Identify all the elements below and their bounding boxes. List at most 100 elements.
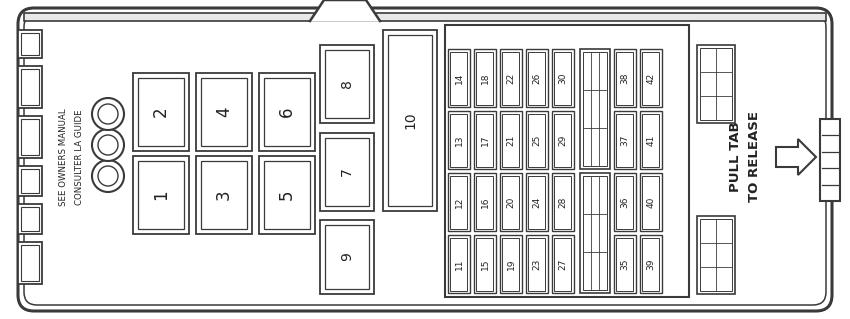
Bar	[259, 156, 315, 234]
Text: 35: 35	[620, 258, 630, 270]
Bar	[640, 235, 662, 293]
Bar	[18, 66, 42, 108]
Bar	[21, 207, 39, 231]
Bar	[554, 175, 571, 228]
Bar	[18, 166, 42, 196]
Bar	[21, 69, 39, 105]
Bar	[448, 173, 470, 231]
Bar	[477, 114, 494, 167]
Polygon shape	[310, 0, 380, 21]
Bar	[502, 175, 519, 228]
Bar	[614, 173, 636, 231]
Bar	[320, 133, 374, 211]
Text: 8: 8	[340, 79, 354, 88]
Text: 26: 26	[532, 72, 541, 84]
Bar	[526, 173, 548, 231]
Bar	[445, 25, 689, 297]
Bar	[700, 48, 732, 120]
Bar	[526, 49, 548, 107]
Bar	[196, 156, 252, 234]
Text: 2: 2	[152, 107, 170, 117]
Text: 20: 20	[507, 196, 515, 208]
Bar	[502, 51, 519, 105]
Text: 11: 11	[455, 258, 463, 270]
Bar	[474, 111, 496, 169]
Text: 42: 42	[647, 72, 655, 84]
Bar	[529, 114, 546, 167]
Bar	[264, 78, 310, 146]
FancyBboxPatch shape	[18, 8, 832, 311]
Bar	[616, 51, 633, 105]
Bar	[474, 235, 496, 293]
Circle shape	[98, 135, 118, 155]
Circle shape	[92, 129, 124, 161]
Circle shape	[92, 160, 124, 192]
Text: PULL TAB
TO RELEASE: PULL TAB TO RELEASE	[729, 112, 761, 203]
Text: 19: 19	[507, 258, 515, 270]
Text: 7: 7	[340, 167, 354, 176]
Bar	[477, 238, 494, 291]
Bar	[643, 51, 660, 105]
Bar	[448, 49, 470, 107]
Bar	[500, 173, 522, 231]
Text: SEE OWNERS MANUAL
CONSULTER LA GUIDE: SEE OWNERS MANUAL CONSULTER LA GUIDE	[60, 108, 84, 206]
Text: 25: 25	[532, 134, 541, 146]
Bar	[477, 175, 494, 228]
Text: 4: 4	[215, 107, 233, 117]
Bar	[552, 49, 574, 107]
Bar	[614, 235, 636, 293]
Text: 10: 10	[403, 112, 417, 129]
Bar	[554, 51, 571, 105]
Bar	[554, 238, 571, 291]
Circle shape	[98, 166, 118, 186]
Bar	[18, 204, 42, 234]
Bar	[502, 114, 519, 167]
Bar	[388, 35, 432, 206]
FancyArrow shape	[776, 139, 816, 175]
Bar	[448, 235, 470, 293]
Bar	[21, 119, 39, 155]
Text: 3: 3	[215, 190, 233, 200]
Text: 24: 24	[532, 197, 541, 208]
Bar	[614, 49, 636, 107]
Bar	[697, 45, 735, 123]
Text: 40: 40	[647, 196, 655, 208]
Circle shape	[98, 104, 118, 124]
Bar	[643, 238, 660, 291]
Bar	[643, 114, 660, 167]
Bar	[529, 51, 546, 105]
Bar	[383, 30, 437, 211]
Bar	[448, 111, 470, 169]
Bar	[616, 175, 633, 228]
Text: 17: 17	[480, 134, 490, 146]
Bar	[614, 111, 636, 169]
Bar	[196, 73, 252, 151]
Bar	[201, 161, 247, 229]
Bar	[133, 73, 189, 151]
Bar	[700, 219, 732, 291]
Bar	[450, 175, 468, 228]
Bar	[643, 175, 660, 228]
Text: 12: 12	[455, 196, 463, 208]
Text: 16: 16	[480, 196, 490, 208]
Bar	[552, 173, 574, 231]
Bar	[640, 173, 662, 231]
Text: 37: 37	[620, 134, 630, 146]
Bar	[616, 114, 633, 167]
Bar	[259, 73, 315, 151]
Bar	[554, 114, 571, 167]
Bar	[552, 235, 574, 293]
Bar	[320, 45, 374, 123]
Text: 41: 41	[647, 134, 655, 146]
Bar	[697, 216, 735, 294]
Text: 30: 30	[558, 72, 568, 84]
Bar	[500, 49, 522, 107]
Bar	[21, 169, 39, 193]
Bar	[325, 50, 369, 118]
Bar	[138, 78, 184, 146]
Text: 39: 39	[647, 258, 655, 270]
Text: 9: 9	[340, 253, 354, 262]
Bar	[474, 49, 496, 107]
Text: 13: 13	[455, 134, 463, 146]
Circle shape	[92, 98, 124, 130]
